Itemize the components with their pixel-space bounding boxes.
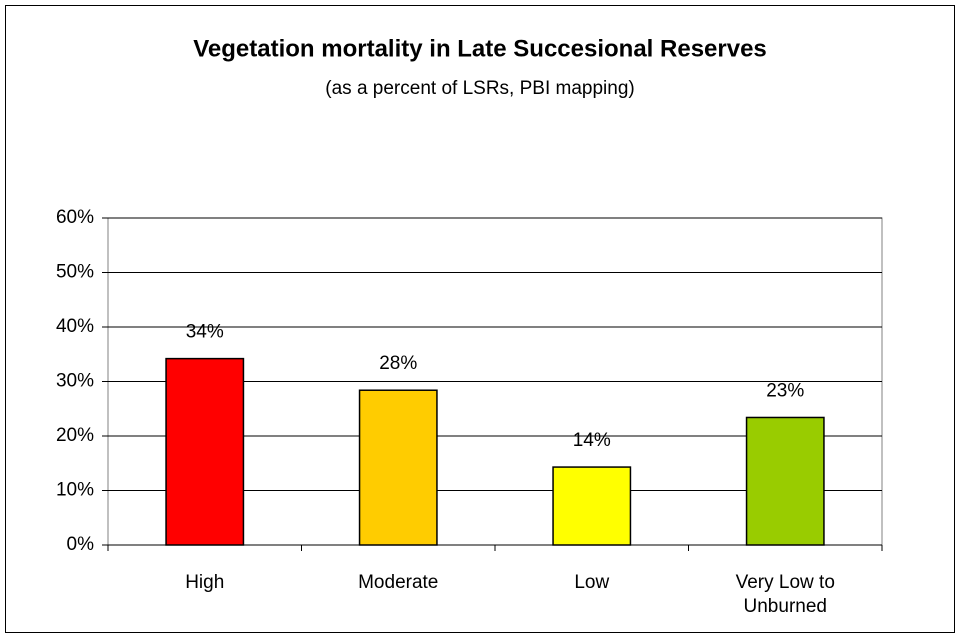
chart-title: Vegetation mortality in Late Succesional… <box>193 35 767 62</box>
data-label: 34% <box>186 322 224 343</box>
data-label: 23% <box>766 380 804 401</box>
bar <box>552 466 632 546</box>
x-tick-label: Moderate <box>358 572 439 593</box>
x-tick-label: Low <box>574 572 610 593</box>
bar <box>358 389 438 546</box>
y-tick-label: 60% <box>56 207 94 228</box>
y-tick-label: 40% <box>56 316 94 337</box>
y-tick-label: 50% <box>56 262 94 283</box>
y-tick-label: 0% <box>67 534 95 555</box>
x-tick-label: Very Low to Unburned <box>735 572 835 617</box>
y-tick-label: 30% <box>56 371 94 392</box>
x-tick-label: High <box>185 572 225 593</box>
bar <box>745 416 825 546</box>
data-label: 28% <box>379 353 417 374</box>
chart-subtitle: (as a percent of LSRs, PBI mapping) <box>325 78 634 99</box>
y-tick-label: 20% <box>56 425 94 446</box>
y-tick-label: 10% <box>56 480 94 501</box>
data-label: 14% <box>573 430 611 451</box>
bar <box>165 357 245 546</box>
